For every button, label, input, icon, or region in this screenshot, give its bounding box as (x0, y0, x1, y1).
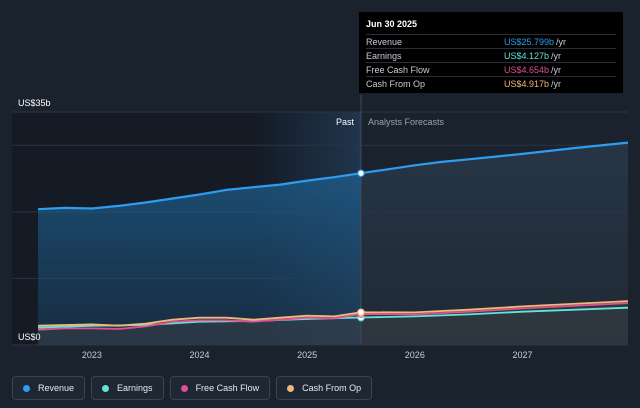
tooltip-unit: /yr (551, 78, 562, 89)
cash-from-op-area (38, 301, 628, 345)
revenue-area-forecast (361, 142, 628, 345)
tooltip-label: Cash From Op (366, 78, 426, 89)
legend-item-revenue[interactable]: Revenue (12, 376, 86, 400)
tooltip-row-earnings: Earnings US$4.127b /yr (366, 48, 616, 62)
tooltip-row-cash-from-op: Cash From Op US$4.917b /yr (366, 76, 616, 90)
legend-item-cash-from-op[interactable]: Cash From Op (276, 376, 373, 400)
legend-dot-icon (102, 384, 110, 392)
revenue-marker (357, 169, 365, 178)
tooltip-value: US$4.917b (504, 78, 550, 89)
tooltip-unit: /yr (551, 50, 562, 61)
tooltip-unit: /yr (551, 64, 562, 75)
past-label: Past (336, 117, 355, 127)
legend-label: Cash From Op (302, 383, 362, 393)
x-tick-label: 2023 (82, 350, 102, 360)
tooltip-label: Revenue (366, 36, 403, 47)
tooltip-label: Free Cash Flow (366, 64, 430, 75)
legend-dot-icon (287, 384, 295, 392)
cash-from-op-line (37, 300, 629, 327)
legend-label: Revenue (38, 383, 75, 393)
revenue-line (37, 141, 629, 211)
tooltip-date: Jun 30 2025 (366, 19, 418, 29)
x-tick-label: 2026 (405, 350, 425, 360)
tooltip: Jun 30 2025 Revenue US$25.799b /yr Earni… (359, 12, 623, 93)
y-axis-top-label: US$35b (18, 98, 51, 108)
free-cash-flow-line (37, 302, 629, 331)
legend-dot-icon (23, 384, 30, 392)
legend-dot-icon (180, 384, 188, 392)
tooltip-row-revenue: Revenue US$25.799b /yr (366, 34, 616, 48)
legend-label: Earnings (117, 383, 153, 393)
tooltip-value: US$4.654b (504, 64, 550, 75)
revenue-area-past (38, 173, 361, 345)
tooltip-value: US$4.127b (504, 50, 550, 61)
x-tick-label: 2025 (297, 350, 317, 360)
legend-label: Free Cash Flow (195, 383, 260, 393)
forecast-label: Analysts Forecasts (368, 117, 445, 127)
x-tick-label: 2027 (512, 350, 532, 360)
tooltip-unit: /yr (556, 36, 567, 47)
legend: Revenue Earnings Free Cash Flow Cash Fro… (12, 376, 373, 400)
x-tick-label: 2024 (189, 350, 209, 360)
tooltip-value: US$25.799b (504, 36, 555, 47)
cash-from-op-marker (357, 308, 365, 317)
legend-item-earnings[interactable]: Earnings (91, 376, 164, 400)
tooltip-label: Earnings (366, 50, 402, 61)
legend-item-free-cash-flow[interactable]: Free Cash Flow (169, 376, 271, 400)
y-axis-bottom-label: US$0 (18, 332, 41, 342)
tooltip-row-free-cash-flow: Free Cash Flow US$4.654b /yr (366, 62, 616, 76)
